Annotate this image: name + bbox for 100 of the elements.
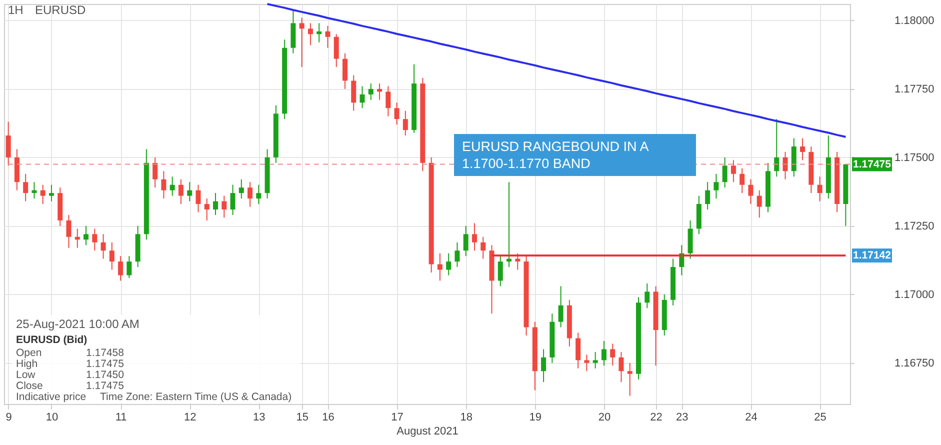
candlestick [800,138,806,161]
x-tick-label: 16 [322,412,334,424]
line-series [266,3,847,138]
candlestick [40,184,46,204]
candlestick [463,225,468,257]
candlestick [515,252,520,270]
y-tick-label: 1.16750 [894,357,934,370]
candlestick [722,156,728,188]
candlestick [592,351,598,369]
annotation: 1.17475 [85,380,124,392]
annotation: EURUSD (Bid) [16,334,88,346]
candlestick [740,168,745,194]
candlestick [601,340,606,366]
candlestick [480,236,486,260]
candlestick [187,182,192,202]
x-tick-label: 10 [46,412,58,424]
candlestick [558,286,564,328]
x-axis-title: August 2021 [396,426,458,438]
annotation: 1H [8,3,24,17]
y-tick-label: 1.17000 [894,288,934,301]
candlestick [100,234,106,260]
y-tick-label: 1.17750 [894,83,934,96]
x-tick-label: 20 [598,412,611,424]
annotation: Open [16,347,42,359]
ref-line-label: 1.17475 [853,158,892,170]
annotation: Close [16,380,43,392]
candlestick [161,170,166,200]
candlestick [360,86,365,109]
candlestick [618,351,624,383]
x-tick-label: 24 [745,412,758,424]
x-tick-label: 11 [115,412,127,424]
candlestick [6,121,11,166]
candlestick [627,362,632,396]
candlestick [248,182,253,208]
candlestick [32,182,37,200]
candlestick [238,178,244,200]
candlestick [446,252,452,276]
x-tick-label: 9 [6,412,12,424]
candlestick [222,195,227,218]
annotation: Time Zone: Eastern Time (US & Canada) [100,391,292,403]
y-tick-label: 1.18000 [894,14,934,27]
candlestick [196,184,201,213]
candlestick [316,22,322,43]
candlestick [541,348,546,383]
candlestick [817,176,822,202]
candlestick [774,118,780,178]
candlestick [334,34,339,68]
annotation: 1.17475 [85,358,124,370]
candlestick [342,52,348,90]
candlestick [230,184,236,216]
annotation: EURUSD [35,3,86,17]
candlestick [152,156,158,188]
candlestick [472,222,477,252]
x-tick-label: 13 [253,412,266,424]
x-tick-label: 15 [296,412,308,424]
annotation: 1.17142 [853,250,892,262]
candlestick [204,198,210,221]
candlestick [84,225,89,246]
candlestick [74,228,80,248]
annotation: High [16,358,38,370]
x-tick-label: 22 [650,412,662,424]
candlestick [170,176,175,196]
candlestick [386,86,391,117]
candlestick [437,252,442,282]
annotation: 1.17458 [85,347,124,359]
candlestick [782,151,788,180]
x-tick-label: 12 [184,412,196,424]
candlestick [576,332,581,369]
candlestick [730,160,736,183]
callout-box: EURUSD RANGEBOUND IN A 1.1700-1.1770 BAND [454,134,696,176]
candlestick [714,173,719,200]
candlestick [66,214,72,248]
candlestick [454,242,460,268]
candlestick [377,82,382,100]
annotation: 25-Aug-2021 10:00 AM [16,317,140,331]
candlestick [126,256,132,278]
candlestick [394,102,400,126]
candlestick [584,354,590,372]
y-tick-label: 1.17500 [894,152,934,164]
x-tick-label: 25 [814,412,826,424]
candlestick [368,82,374,100]
candlestick [756,190,762,218]
candlestick [109,242,114,270]
annotation: 1.17450 [85,369,124,381]
candlestick [308,22,313,46]
candlestick [351,74,356,112]
candlestick [118,256,124,282]
candlestick [23,173,28,202]
candlestick [92,228,98,252]
x-tick-label: 23 [676,412,688,424]
y-tick-label: 1.17250 [894,220,934,232]
candlestick [299,17,304,68]
candlestick [178,178,184,204]
x-tick-label: 19 [529,412,542,424]
candlestick [48,184,54,202]
candlestick [610,343,616,366]
candlestick [644,282,650,309]
annotation: Indicative price [16,391,86,403]
candlestick [498,256,503,287]
x-tick-label: 17 [391,412,404,424]
